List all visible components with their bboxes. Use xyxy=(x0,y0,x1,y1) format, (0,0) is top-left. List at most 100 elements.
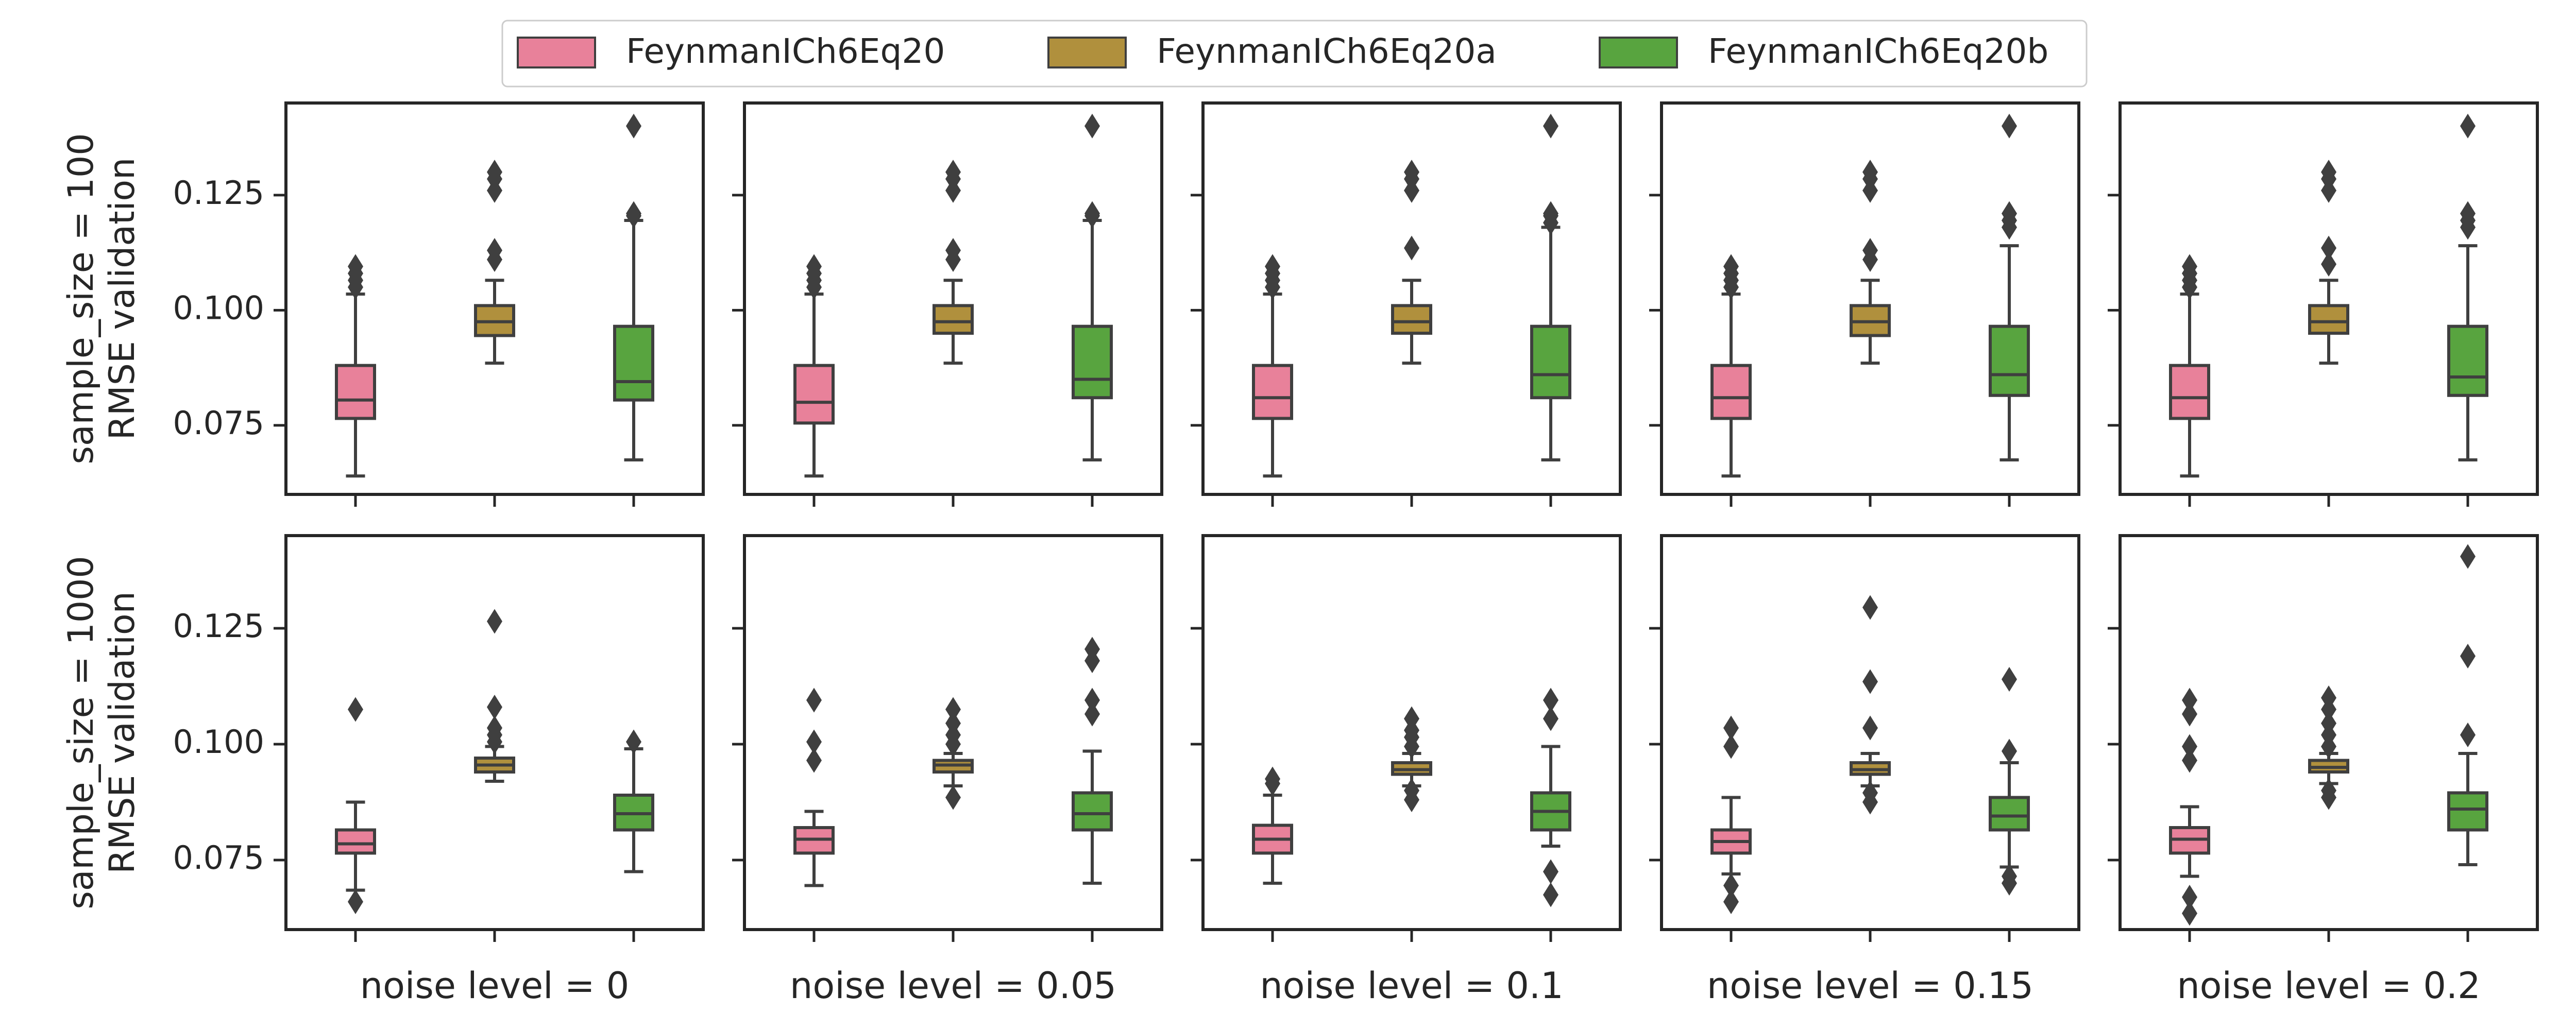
y-tick-label: 0.075 xyxy=(173,839,265,877)
box-FeynmanICh6Eq20 xyxy=(1252,766,1293,885)
outlier-point xyxy=(1723,734,1739,759)
outlier-point xyxy=(806,254,822,279)
legend-swatch xyxy=(1599,37,1678,68)
outlier-point xyxy=(2182,254,2197,279)
outlier-point xyxy=(2182,748,2197,773)
outlier-point xyxy=(945,160,961,185)
outlier-point xyxy=(2182,885,2197,909)
outlier-point xyxy=(487,160,502,185)
box-body xyxy=(1530,324,1571,400)
box-FeynmanICh6Eq20 xyxy=(1710,254,1752,478)
panel-frame xyxy=(743,101,1163,496)
outlier-point xyxy=(1265,254,1280,279)
outlier-point xyxy=(1404,706,1419,731)
outlier-point xyxy=(2182,901,2197,926)
panel-frame xyxy=(284,101,705,496)
box-FeynmanICh6Eq20a xyxy=(1391,706,1432,812)
panel xyxy=(1191,101,1622,507)
outlier-point xyxy=(348,254,363,279)
box-FeynmanICh6Eq20b xyxy=(2447,544,2488,866)
box-body xyxy=(1252,364,1293,420)
outlier-point xyxy=(626,729,641,754)
box-FeynmanICh6Eq20b xyxy=(1072,637,1113,885)
outlier-point xyxy=(1723,889,1739,914)
box-FeynmanICh6Eq20 xyxy=(335,697,376,914)
outlier-point xyxy=(806,688,822,713)
box-FeynmanICh6Eq20b xyxy=(1530,113,1571,461)
panel: noise level = 0.15 xyxy=(1649,534,2080,1007)
box-FeynmanICh6Eq20b xyxy=(2447,113,2488,461)
outlier-point xyxy=(487,695,502,719)
legend-label: FeynmanICh6Eq20 xyxy=(626,31,945,71)
panel-frame xyxy=(1660,534,2080,931)
outlier-point xyxy=(2460,201,2476,226)
row-ylabel: sample_size = 1000RMSE validation xyxy=(61,556,143,909)
outlier-point xyxy=(1543,859,1558,884)
outlier-point xyxy=(2002,739,2017,764)
outlier-point xyxy=(2321,778,2336,803)
outlier-point xyxy=(1862,238,1878,263)
outlier-point xyxy=(2321,160,2336,185)
outlier-point xyxy=(348,697,363,722)
outlier-point xyxy=(1862,669,1878,694)
outlier-point xyxy=(1862,780,1878,805)
box-FeynmanICh6Eq20a xyxy=(1391,160,1432,365)
y-tick-label: 0.125 xyxy=(173,174,265,212)
box-FeynmanICh6Eq20b xyxy=(613,729,654,873)
panel xyxy=(732,101,1163,507)
column-label: noise level = 0.05 xyxy=(790,965,1116,1007)
outlier-point xyxy=(1084,637,1100,662)
panel-frame xyxy=(2119,101,2539,496)
box-FeynmanICh6Eq20 xyxy=(2169,254,2210,478)
box-body xyxy=(1989,796,2030,832)
box-FeynmanICh6Eq20 xyxy=(793,688,835,887)
box-body xyxy=(793,364,835,425)
row-ylabel: sample_size = 100RMSE validation xyxy=(61,133,143,464)
panel xyxy=(2108,101,2539,507)
box-body xyxy=(2169,364,2210,420)
box-FeynmanICh6Eq20b xyxy=(1989,113,2030,461)
column-label: noise level = 0 xyxy=(360,965,630,1007)
outlier-point xyxy=(806,748,822,773)
outlier-point xyxy=(806,729,822,754)
outlier-point xyxy=(626,201,641,226)
outlier-point xyxy=(945,238,961,263)
outlier-point xyxy=(1543,706,1558,731)
y-tick-label: 0.100 xyxy=(173,289,265,327)
box-body xyxy=(1989,324,2030,397)
outlier-point xyxy=(1084,688,1100,713)
box-body xyxy=(1072,324,1113,400)
legend-swatch xyxy=(517,37,596,68)
box-body xyxy=(2447,791,2488,832)
box-FeynmanICh6Eq20 xyxy=(335,254,376,478)
outlier-point xyxy=(2002,667,2017,692)
outlier-point xyxy=(2182,734,2197,759)
box-FeynmanICh6Eq20a xyxy=(1850,160,1891,365)
outlier-point xyxy=(1723,873,1739,898)
box-body xyxy=(1391,304,1432,335)
outlier-point xyxy=(487,238,502,263)
outlier-point xyxy=(1404,160,1419,185)
box-body xyxy=(933,304,974,335)
legend-label: FeynmanICh6Eq20a xyxy=(1157,31,1497,71)
y-tick-label: 0.100 xyxy=(173,723,265,761)
box-FeynmanICh6Eq20a xyxy=(2308,685,2349,810)
outlier-point xyxy=(2321,251,2336,277)
outlier-point xyxy=(626,113,641,139)
panel-frame xyxy=(1201,101,1622,496)
y-tick-label: 0.075 xyxy=(173,404,265,442)
outlier-point xyxy=(2460,723,2476,747)
y-tick-label: 0.125 xyxy=(173,607,265,645)
outlier-point xyxy=(1084,201,1100,226)
outlier-point xyxy=(1862,595,1878,620)
outlier-point xyxy=(1404,235,1419,261)
outlier-point xyxy=(1862,715,1878,741)
column-label: noise level = 0.1 xyxy=(1260,965,1563,1007)
panel xyxy=(1649,101,2080,507)
panel: 0.075 0.100 0.125 noise level = 0 xyxy=(173,534,705,1007)
panel-frame xyxy=(1660,101,2080,496)
box-body xyxy=(613,324,654,402)
outlier-point xyxy=(2002,113,2017,139)
outlier-point xyxy=(1862,160,1878,185)
